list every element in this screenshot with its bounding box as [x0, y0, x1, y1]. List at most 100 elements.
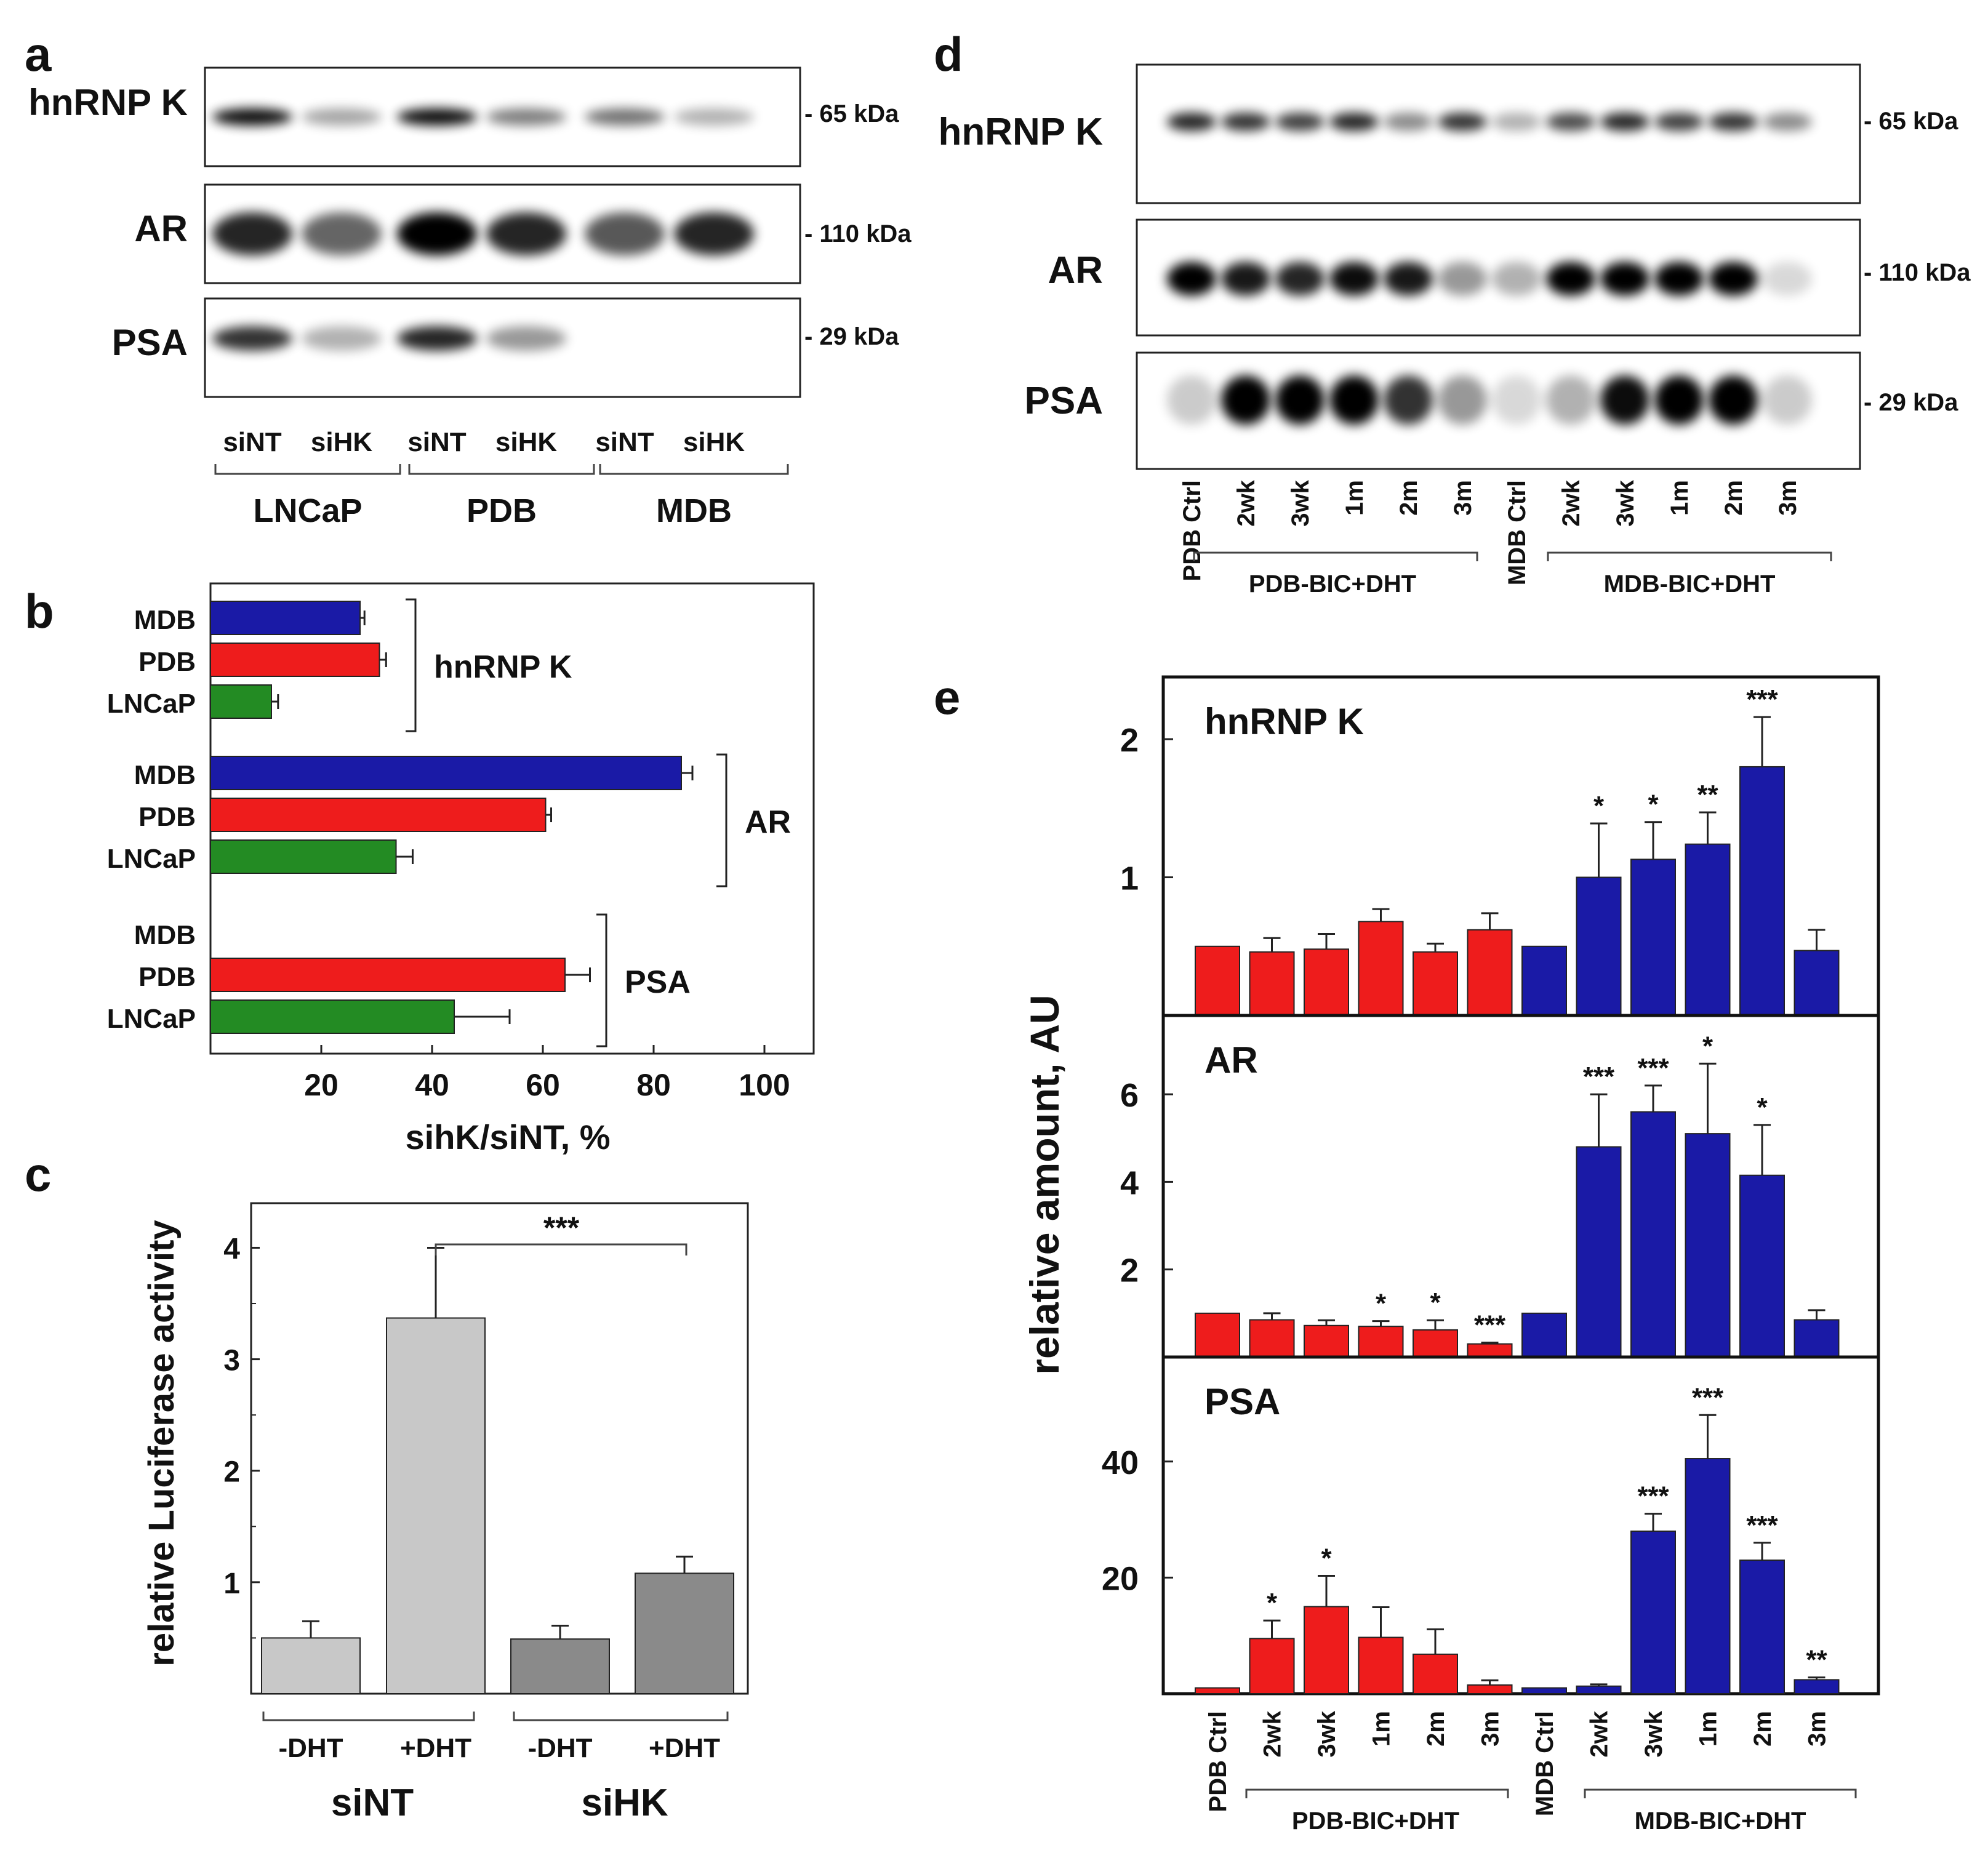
chart-e-bar: [1685, 1458, 1731, 1695]
blot-a-lane-label: siHK: [683, 427, 745, 457]
chart-e-errorbar: [1645, 821, 1662, 860]
chart-e-bar: [1576, 1146, 1622, 1358]
blot-d-band: [1329, 262, 1379, 296]
blot-a-size-label: - 29 kDa: [804, 323, 899, 350]
blot-d-size-label: - 29 kDa: [1864, 389, 1958, 416]
chart-c-errorbar: [427, 1246, 444, 1318]
chart-e-ytick-label: 2: [1120, 1252, 1139, 1289]
chart-e-errorbar: [1318, 1575, 1335, 1607]
chart-c-frame: [250, 1202, 749, 1695]
chart-c-ytick-label: 4: [223, 1233, 240, 1265]
chart-c-bar: [635, 1572, 734, 1695]
chart-e-significance-star: ***: [1583, 1062, 1615, 1092]
blot-a-group-label: LNCaP: [253, 492, 362, 529]
panel-e-letter: e: [934, 670, 960, 724]
chart-e-errorbar: [1590, 822, 1608, 878]
blot-d-group-bracket: [1547, 551, 1832, 561]
chart-c-bar: [261, 1637, 361, 1695]
chart-c-bar: [510, 1638, 610, 1694]
blot-d-lane-label: PDB Ctrl: [1179, 480, 1206, 581]
chart-e-xtick-label: 3wk: [1640, 1710, 1667, 1757]
blot-d-band: [1384, 113, 1433, 131]
chart-c-group-bracket: [262, 1712, 475, 1721]
blot-d-row-label: AR: [1048, 249, 1103, 292]
chart-e-bar: [1467, 1684, 1513, 1695]
chart-e-group-bracket: [1245, 1788, 1509, 1798]
chart-e-bar: [1794, 950, 1840, 1016]
chart-e-errorbar: [1590, 1683, 1608, 1686]
blot-d-band: [1709, 375, 1758, 425]
chart-b-group-bracket: [406, 598, 417, 732]
panel-b-letter: b: [25, 584, 54, 638]
blot-a-band: [397, 108, 477, 126]
chart-e-significance-star: ***: [1637, 1481, 1669, 1512]
blot-d-band: [1492, 375, 1541, 425]
chart-c-ylabel: relative Luciferase activity: [142, 1220, 182, 1666]
blot-a-lane-label: siNT: [595, 427, 654, 457]
chart-b-bar-category: MDB: [134, 760, 196, 790]
chart-b-group-label: hnRNP K: [434, 649, 572, 685]
blot-d-lane-label: 3wk: [1612, 479, 1639, 526]
blot-a-size-label: - 110 kDa: [804, 220, 912, 247]
blot-d-band: [1221, 262, 1270, 296]
chart-b-errorbar: [681, 766, 694, 780]
blot-d-band: [1546, 262, 1595, 296]
blot-d-band: [1492, 262, 1541, 296]
chart-e-errorbar: [1318, 933, 1335, 950]
chart-e-bar: [1358, 921, 1404, 1016]
blot-d-band: [1384, 262, 1433, 296]
chart-e-bar: [1794, 1319, 1840, 1358]
blot-d-band: [1384, 375, 1433, 425]
blot-d-lane-label: 1m: [1666, 480, 1693, 516]
blot-d-band: [1709, 262, 1758, 296]
blot-d-band: [1600, 113, 1649, 131]
blot-d-band: [1763, 113, 1812, 131]
chart-b-bar-category: LNCaP: [107, 1004, 196, 1034]
blot-d-band: [1600, 262, 1649, 296]
chart-e-bar: [1576, 1685, 1622, 1695]
blot-d-band: [1167, 113, 1216, 131]
chart-e-significance-star: *: [1702, 1031, 1713, 1061]
blot-a-row-label: PSA: [112, 322, 188, 363]
chart-c-xtick-label: -DHT: [527, 1733, 592, 1763]
chart-b-bar: [210, 999, 455, 1034]
blot-d-band: [1167, 375, 1216, 425]
blot-d-group-label: PDB-BIC+DHT: [1249, 571, 1416, 598]
chart-e-errorbar: [1808, 1676, 1826, 1680]
blot-a-band: [302, 108, 382, 126]
chart-e-errorbar: [1754, 1124, 1771, 1175]
chart-b-bar: [210, 839, 397, 874]
chart-e-xtick-label: 1m: [1368, 1711, 1395, 1747]
chart-e-errorbar: [1590, 1093, 1608, 1147]
blot-a-band: [486, 212, 566, 255]
chart-e-significance-star: *: [1648, 790, 1659, 820]
chart-e-errorbar: [1372, 908, 1390, 922]
blot-a-band: [212, 108, 292, 126]
chart-e-errorbar: [1481, 912, 1499, 930]
chart-e-bar: [1630, 859, 1676, 1016]
blot-d-band: [1546, 113, 1595, 131]
chart-b-bar: [210, 798, 547, 832]
blot-a-band: [302, 326, 382, 351]
blot-d-band: [1221, 113, 1270, 131]
blot-d-band: [1600, 375, 1649, 425]
blot-a-band: [585, 212, 665, 255]
chart-e-errorbar: [1318, 1319, 1335, 1326]
blot-d-lane-label: 3m: [1774, 480, 1802, 516]
blot-a-band: [486, 108, 566, 126]
chart-e-xtick-label: 2m: [1422, 1711, 1449, 1747]
blot-d-band: [1275, 375, 1325, 425]
chart-e-bar: [1195, 945, 1240, 1017]
blot-d-band: [1763, 262, 1812, 296]
chart-b-bar: [210, 601, 361, 635]
chart-b-bar-category: LNCaP: [107, 689, 196, 719]
chart-e-bar: [1358, 1326, 1404, 1358]
panel-d-letter: d: [934, 27, 963, 81]
chart-c-bar: [386, 1317, 486, 1695]
blot-a-group-label: PDB: [467, 492, 537, 529]
chart-b-group-bracket: [716, 753, 727, 887]
chart-e-ytick-label: 4: [1120, 1164, 1139, 1201]
blot-a-band: [585, 108, 665, 126]
blot-a-lane-label: siHK: [311, 427, 372, 457]
